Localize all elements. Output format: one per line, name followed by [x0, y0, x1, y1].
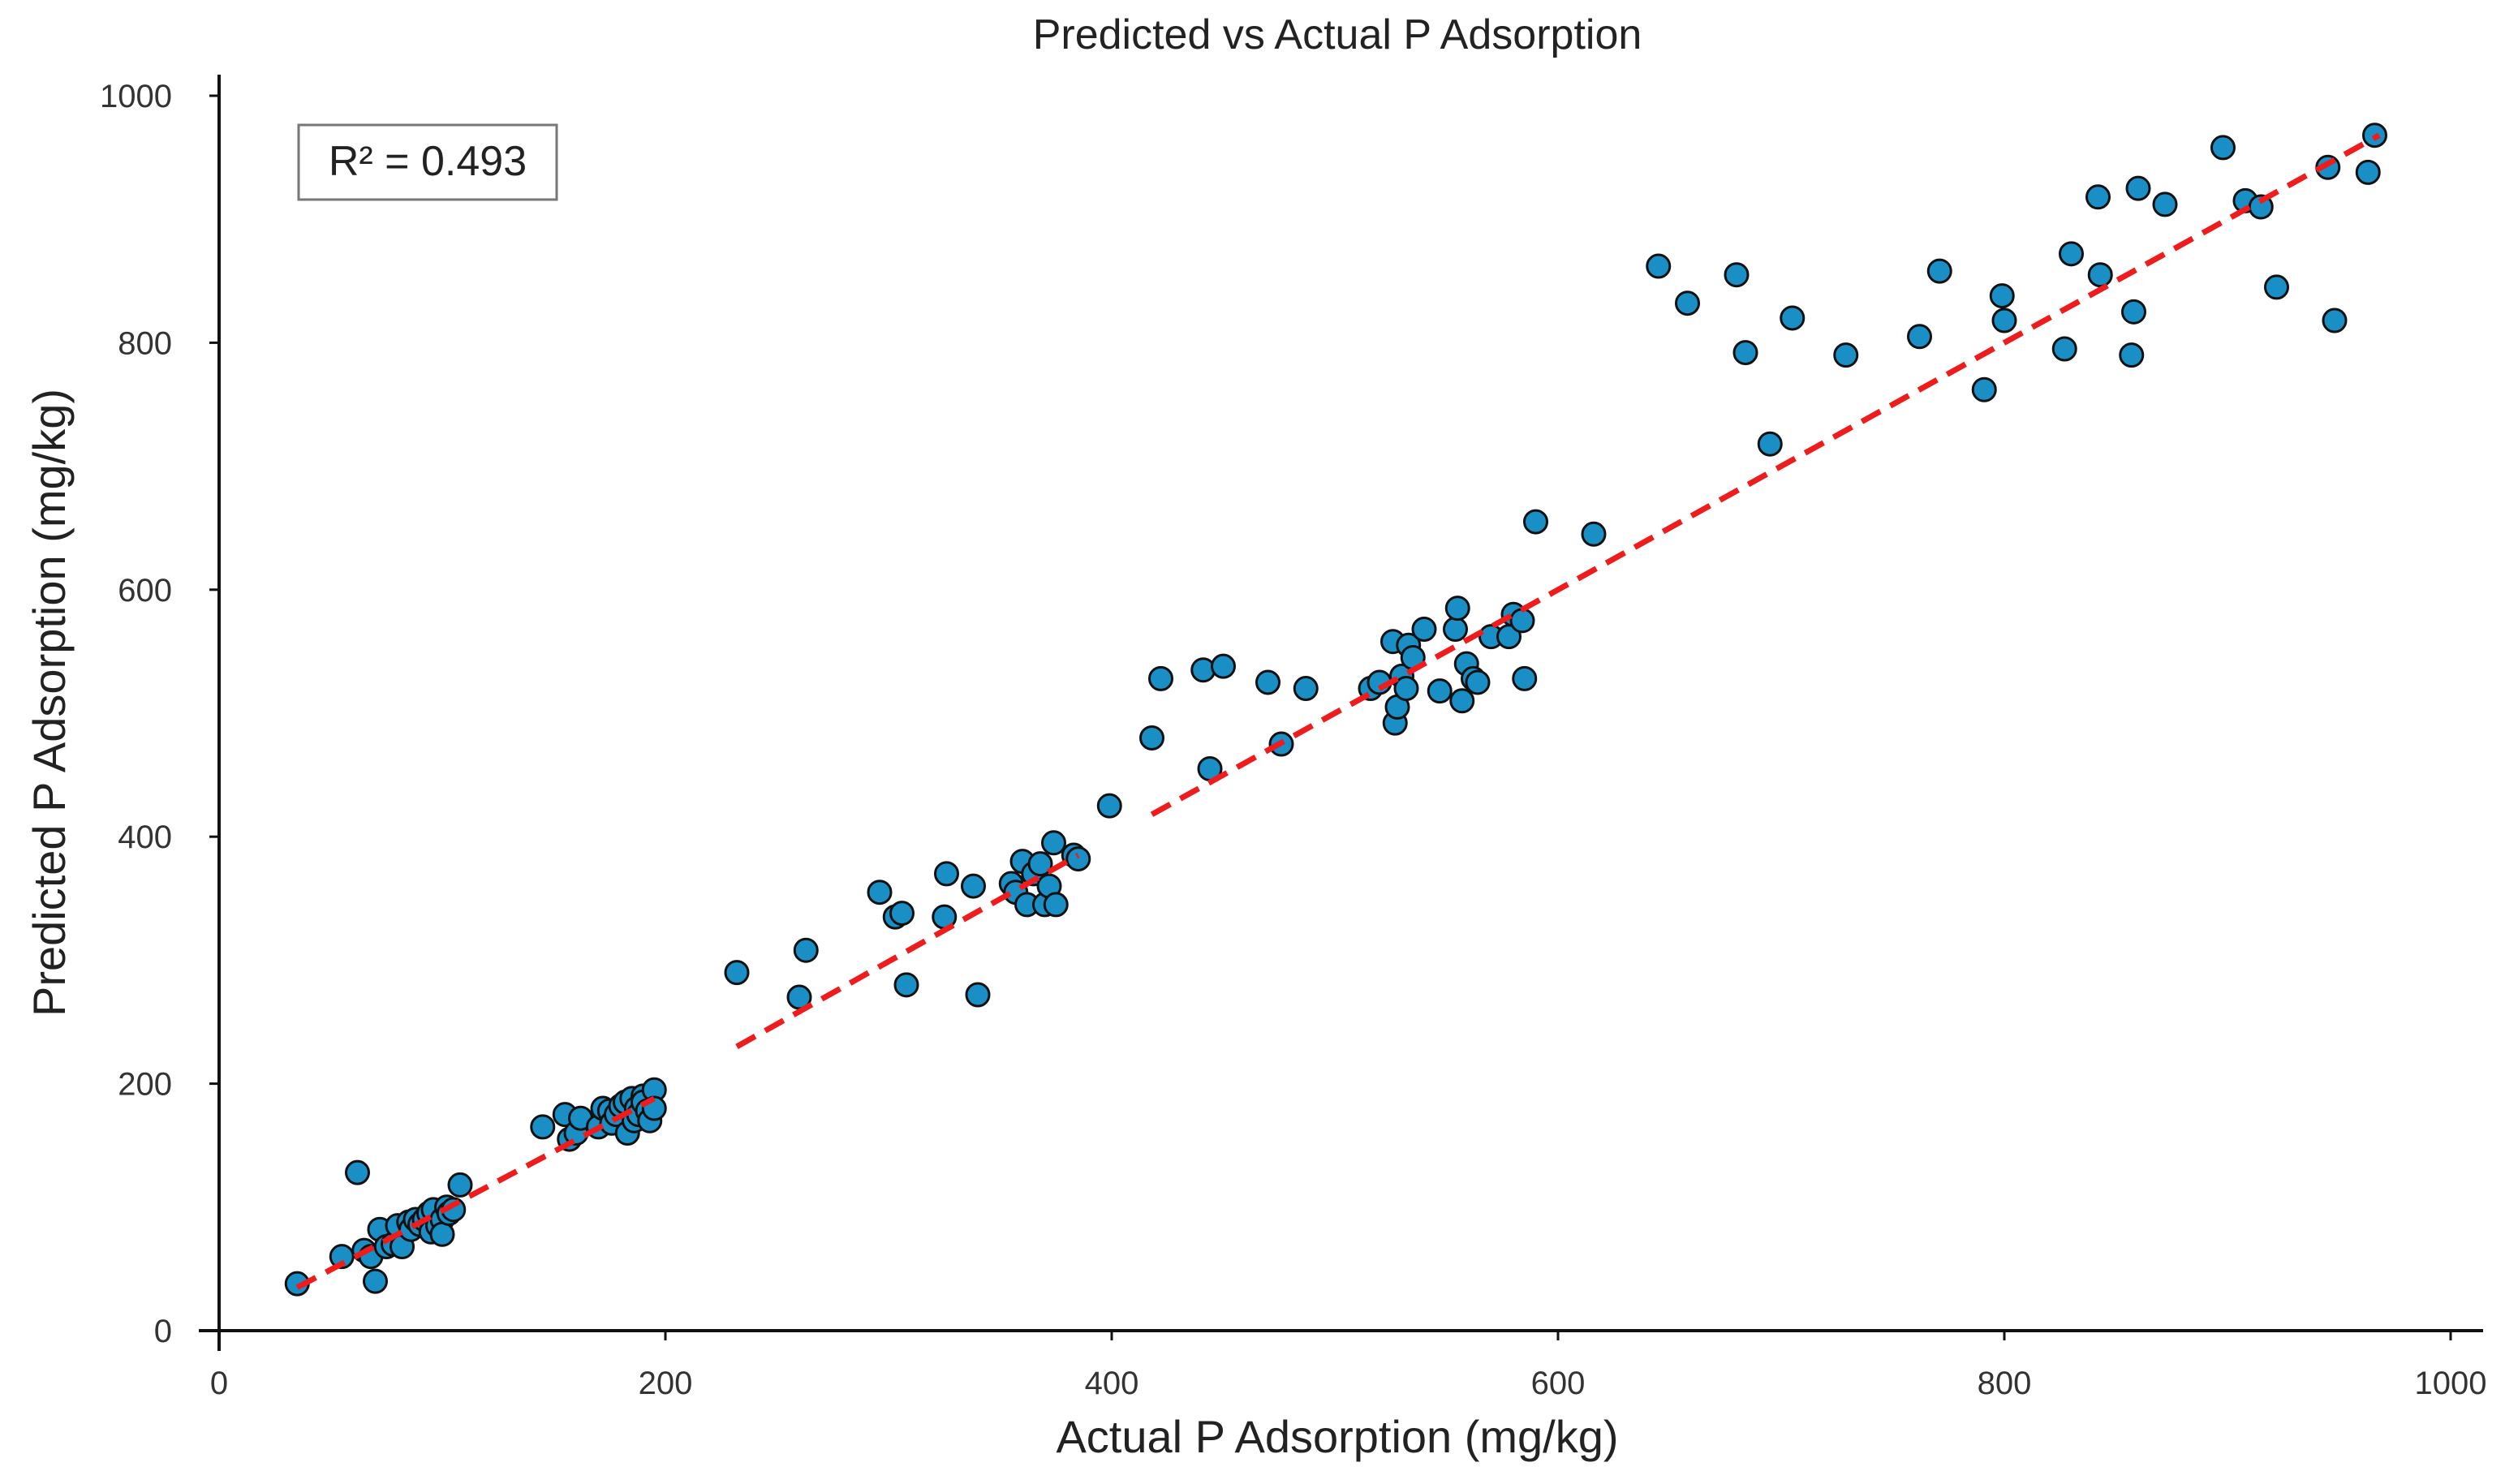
data-point [1971, 376, 1997, 402]
data-point [1139, 725, 1164, 751]
y-tick-label: 0 [154, 1314, 172, 1349]
data-point [2087, 262, 2113, 288]
data-point [2121, 299, 2146, 325]
x-tick-label: 1000 [2415, 1366, 2487, 1401]
data-point [965, 982, 991, 1008]
data-point [1581, 521, 1607, 547]
data-point [1096, 793, 1122, 819]
data-point [1148, 665, 1173, 691]
data-point [2125, 175, 2151, 201]
data-point [1427, 678, 1453, 704]
data-point [793, 937, 819, 963]
data-point [2322, 308, 2348, 333]
y-axis-ticks: 0 200 400 600 800 1000 [100, 79, 219, 1349]
data-point [1065, 846, 1091, 872]
plot-area [284, 123, 2387, 1297]
y-tick-label: 1000 [100, 79, 172, 114]
data-point [1512, 665, 1538, 691]
data-point [889, 901, 915, 927]
data-point [2264, 274, 2289, 300]
data-point [447, 1172, 473, 1198]
data-point [1449, 688, 1475, 714]
data-point [1724, 262, 1750, 288]
y-tick-label: 400 [118, 819, 172, 855]
data-point [1757, 431, 1783, 457]
data-point [2051, 336, 2077, 362]
annotation-box: R² = 0.493 [297, 123, 558, 201]
x-tick-label: 200 [639, 1366, 693, 1401]
data-point [1393, 676, 1419, 702]
data-point [1509, 608, 1535, 634]
data-point [1732, 340, 1758, 366]
y-axis-label: Predicted P Adsorption (mg/kg) [24, 389, 75, 1017]
chart-title: Predicted vs Actual P Adsorption [1033, 11, 1642, 58]
data-point [1675, 290, 1700, 316]
data-point [2152, 191, 2178, 217]
data-point [1444, 596, 1470, 622]
fit-line [295, 1095, 656, 1290]
data-point [2210, 135, 2236, 161]
x-axis-ticks: 0 200 400 600 800 1000 [210, 1331, 2487, 1401]
data-point [1411, 617, 1437, 643]
data-point [1780, 305, 1806, 331]
data-point [1041, 830, 1066, 856]
data-point [1991, 308, 2017, 333]
data-point [1027, 851, 1053, 877]
data-point [934, 861, 959, 887]
data-point [867, 880, 893, 905]
data-point [363, 1268, 388, 1294]
data-point [1907, 324, 1932, 350]
x-tick-label: 400 [1085, 1366, 1139, 1401]
data-point [429, 1221, 455, 1247]
data-point [2059, 241, 2084, 267]
data-point [1926, 258, 1952, 284]
data-point [1833, 342, 1859, 368]
y-tick-label: 800 [118, 325, 172, 361]
x-tick-label: 600 [1531, 1366, 1586, 1401]
r-squared-annotation: R² = 0.493 [329, 138, 527, 185]
data-point [1989, 283, 2015, 309]
data-point [1646, 253, 1672, 279]
data-point [1211, 653, 1236, 679]
data-point [1523, 509, 1548, 535]
x-tick-label: 800 [1978, 1366, 2032, 1401]
data-point [2119, 342, 2145, 368]
data-point [893, 972, 919, 998]
data-point [1465, 669, 1491, 695]
data-point [2355, 159, 2381, 185]
data-point [724, 960, 750, 986]
data-point [345, 1159, 370, 1185]
y-tick-label: 200 [118, 1067, 172, 1103]
x-axis-label: Actual P Adsorption (mg/kg) [1056, 1411, 1618, 1462]
data-point [1293, 676, 1319, 702]
x-tick-label: 0 [210, 1366, 228, 1401]
data-point [1043, 892, 1069, 918]
data-point [2085, 184, 2111, 210]
data-point [1255, 669, 1280, 695]
data-point [2248, 194, 2274, 220]
data-point [1443, 617, 1468, 643]
fit-line [735, 852, 1080, 1049]
y-tick-label: 600 [118, 573, 172, 609]
data-point [530, 1114, 556, 1140]
fit-line [1150, 132, 2381, 817]
data-point [1190, 657, 1216, 683]
data-point [961, 873, 986, 899]
